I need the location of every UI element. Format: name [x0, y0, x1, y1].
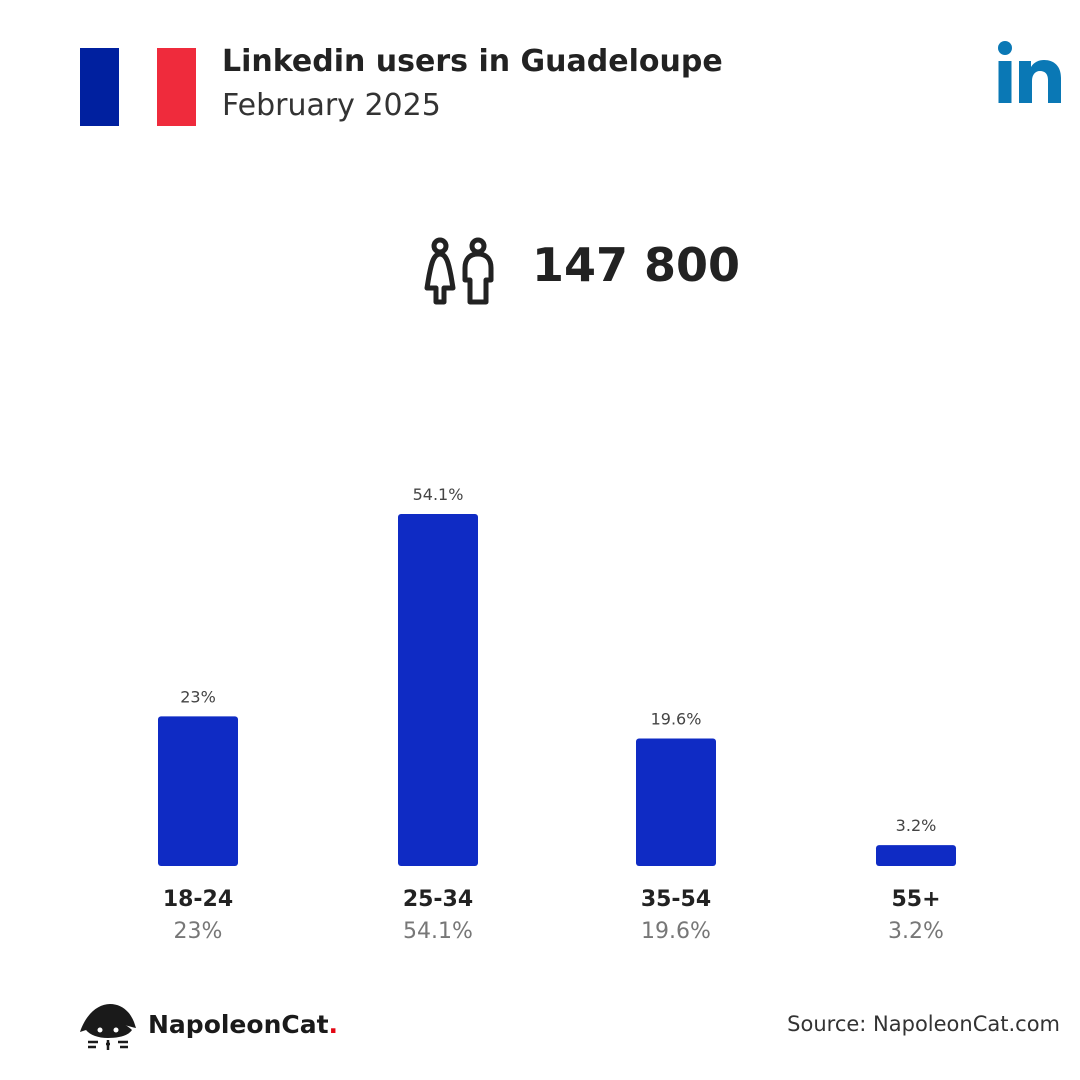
bar-35-54: [636, 738, 716, 866]
category-percent-label: 3.2%: [888, 919, 944, 944]
brand-dot: .: [328, 1010, 339, 1039]
total-users-value: 147 800: [532, 238, 741, 292]
napoleoncat-brand: NapoleonCat.: [78, 1000, 338, 1052]
page-title: Linkedin users in Guadeloupe: [222, 44, 723, 79]
source-credit: Source: NapoleonCat.com: [787, 1012, 1060, 1036]
flag-stripe-white: [118, 48, 158, 126]
napoleoncat-logo-icon: [80, 1004, 136, 1050]
france-flag-icon: [80, 48, 197, 126]
brand-name-text: NapoleonCat: [148, 1010, 329, 1039]
bar-value-label: 3.2%: [896, 816, 937, 835]
bar-18-24: [158, 716, 238, 866]
flag-stripe-blue: [80, 48, 119, 126]
category-label: 18-24: [163, 887, 233, 912]
bar-55+: [876, 845, 956, 866]
category-percent-label: 23%: [174, 919, 223, 944]
bar-value-label: 23%: [180, 687, 216, 706]
category-percent-label: 19.6%: [641, 919, 711, 944]
category-label: 35-54: [641, 887, 711, 912]
bar-value-label: 54.1%: [413, 485, 464, 504]
category-percent-label: 54.1%: [403, 919, 473, 944]
flag-stripe-red: [157, 48, 197, 126]
category-label: 25-34: [403, 887, 473, 912]
page-subtitle: February 2025: [222, 88, 441, 123]
people-icon: [424, 237, 494, 305]
brand-name: NapoleonCat.: [148, 1010, 338, 1039]
linkedin-logo-icon: [998, 41, 1061, 103]
bar-25-34: [398, 514, 478, 866]
category-label: 55+: [891, 887, 940, 912]
bar-value-label: 19.6%: [651, 709, 702, 728]
